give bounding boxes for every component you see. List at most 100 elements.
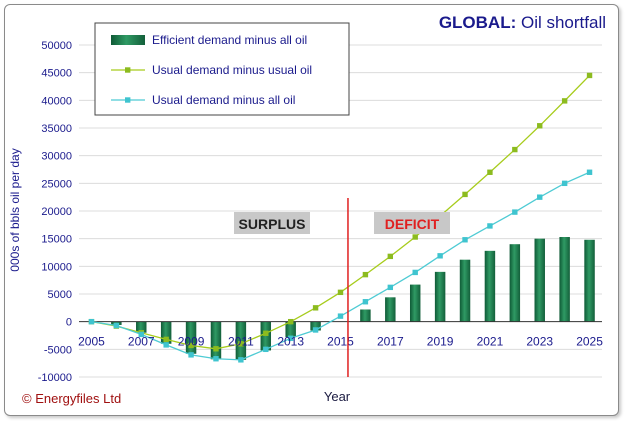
- series-marker: [586, 169, 593, 175]
- series-marker: [362, 271, 369, 278]
- series-marker: [412, 269, 418, 276]
- x-tick-label: 2007: [128, 335, 155, 349]
- legend-swatch-marker: [125, 97, 131, 103]
- series-marker: [387, 284, 394, 291]
- chart: -10000 -5000 0 5000 10000 15000 20000 25000 3000…: [8, 13, 606, 406]
- y-tick-label: -5000: [44, 344, 72, 356]
- x-axis-label: Year: [324, 389, 351, 404]
- y-tick-label: 15000: [41, 234, 72, 246]
- legend-label: Usual demand minus usual oil: [152, 63, 312, 77]
- bar: [559, 237, 570, 322]
- bar: [459, 259, 471, 322]
- y-tick-label: 40000: [41, 95, 72, 107]
- chart-frame: -10000 -5000 0 5000 10000 15000 20000 25000 3000…: [4, 4, 619, 416]
- series-marker: [263, 330, 269, 336]
- bar: [285, 321, 296, 338]
- deficit-text: DEFICIT: [385, 216, 440, 232]
- legend-label: Usual demand minus all oil: [152, 93, 295, 107]
- series-marker: [561, 98, 568, 104]
- series-marker: [512, 209, 518, 215]
- series-marker: [586, 72, 593, 79]
- series-marker: [163, 342, 169, 348]
- y-tick-label: -10000: [38, 372, 72, 384]
- series-marker: [188, 342, 194, 349]
- series-marker: [213, 356, 219, 362]
- y-tick-label: 30000: [41, 151, 72, 163]
- series-marker: [537, 194, 543, 200]
- series-marker: [537, 123, 543, 129]
- legend-swatch-marker: [125, 67, 131, 73]
- legend: Efficient demand minus all oil Usual dema…: [94, 22, 350, 116]
- bar: [385, 297, 396, 322]
- chart-title-prefix: GLOBAL:: [439, 13, 516, 32]
- y-tick-label: 5000: [48, 289, 72, 301]
- series-marker: [462, 191, 468, 198]
- series-marker: [138, 331, 144, 338]
- series-marker: [287, 335, 294, 341]
- series-marker: [312, 305, 319, 311]
- legend-item: Usual demand minus usual oil: [111, 63, 312, 77]
- bar: [360, 309, 371, 322]
- series-marker: [188, 352, 194, 358]
- y-axis-label: 000s of bbls oil per day: [8, 148, 22, 271]
- series-marker: [487, 223, 493, 229]
- x-tick-label: 2025: [576, 335, 603, 349]
- y-tick-label: 45000: [41, 68, 72, 80]
- series-marker: [512, 146, 518, 153]
- deficit-label: DEFICIT: [374, 212, 450, 234]
- y-tick-label: 25000: [41, 178, 72, 190]
- bar: [584, 239, 595, 322]
- series-marker: [238, 341, 244, 347]
- bar: [185, 321, 197, 354]
- bar: [160, 321, 172, 344]
- legend-item: Efficient demand minus all oil: [111, 33, 307, 47]
- bar: [434, 271, 446, 322]
- chart-title: GLOBAL: Oil shortfall: [439, 13, 606, 32]
- x-tick-label: 2009: [178, 335, 205, 349]
- surplus-label: SURPLUS: [234, 212, 310, 234]
- series-marker: [88, 318, 95, 325]
- series-marker: [287, 318, 294, 325]
- x-tick-label: 2011: [228, 335, 254, 349]
- series-marker: [412, 234, 418, 240]
- bar: [136, 321, 147, 333]
- y-tick-label: 10000: [41, 261, 72, 273]
- legend-label: Efficient demand minus all oil: [152, 33, 307, 47]
- bar: [534, 238, 545, 322]
- y-tick-label: 20000: [41, 206, 72, 218]
- series-marker: [263, 346, 269, 353]
- x-tick-label: 2021: [477, 335, 504, 349]
- y-tick-label: 50000: [41, 40, 72, 52]
- bar: [484, 250, 496, 322]
- y-tick-label: 0: [66, 317, 72, 329]
- x-tick-label: 2023: [526, 335, 553, 349]
- series-marker: [337, 289, 344, 296]
- series-marker: [487, 169, 493, 175]
- legend-item: Usual demand minus all oil: [111, 93, 295, 107]
- x-tick-label: 2017: [377, 335, 404, 349]
- series-marker: [362, 299, 369, 305]
- x-tick-label: 2019: [427, 335, 454, 349]
- chart-title-rest: Oil shortfall: [516, 13, 606, 32]
- bar: [235, 321, 247, 360]
- series-marker: [561, 180, 568, 187]
- legend-swatch-bar: [111, 35, 145, 45]
- series-marker: [213, 346, 219, 352]
- bar: [210, 321, 222, 360]
- x-tick-label: 2005: [78, 335, 105, 349]
- series-marker: [163, 336, 169, 343]
- y-tick-label: 35000: [41, 123, 72, 135]
- series-marker: [312, 327, 319, 333]
- bar: [509, 244, 521, 322]
- bar: [260, 321, 272, 351]
- series-marker: [337, 313, 344, 319]
- series-marker: [113, 322, 120, 329]
- series-marker: [462, 237, 468, 243]
- x-tick-label: 2013: [277, 335, 304, 349]
- series-marker: [387, 253, 394, 260]
- bar: [310, 321, 321, 331]
- copyright-text: © Energyfiles Ltd: [22, 391, 121, 406]
- surplus-text: SURPLUS: [239, 216, 306, 232]
- series-marker: [437, 253, 443, 259]
- bar: [409, 284, 421, 322]
